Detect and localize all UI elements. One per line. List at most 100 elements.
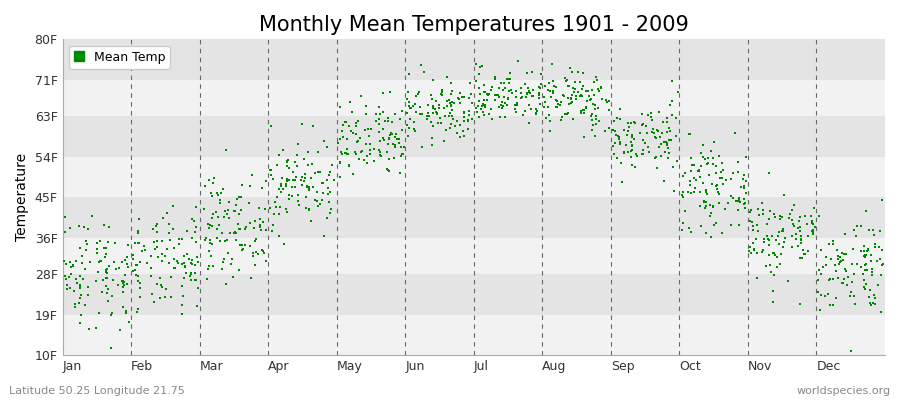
Point	[488, 96, 502, 103]
Point	[231, 226, 246, 232]
Point	[175, 236, 189, 242]
Point	[336, 150, 350, 157]
Point	[714, 169, 728, 176]
Point	[210, 226, 224, 233]
Point	[286, 169, 301, 176]
Point	[529, 108, 544, 114]
Point	[709, 183, 724, 189]
Point	[126, 252, 140, 258]
Point	[98, 250, 112, 257]
Point	[206, 263, 220, 269]
Point	[98, 254, 112, 260]
Point	[268, 199, 283, 205]
Point	[411, 91, 426, 98]
Point	[356, 148, 370, 154]
Point	[436, 105, 451, 112]
Point	[242, 200, 256, 206]
Point	[129, 272, 143, 278]
Point	[518, 80, 533, 87]
Point	[624, 120, 638, 126]
Point	[373, 152, 387, 158]
Point	[731, 169, 745, 176]
Point	[392, 136, 407, 142]
Point	[698, 156, 713, 162]
Point	[642, 148, 656, 155]
Point	[243, 243, 257, 250]
Point	[248, 218, 262, 224]
Point	[402, 70, 417, 77]
Point	[184, 277, 199, 283]
Point	[755, 249, 770, 256]
Point	[488, 74, 502, 80]
Point	[704, 234, 718, 240]
Point	[518, 94, 533, 100]
Point	[665, 112, 680, 118]
Point	[392, 170, 407, 176]
Point	[263, 205, 277, 212]
Point	[826, 238, 841, 244]
Point	[690, 168, 705, 174]
Point	[373, 138, 387, 144]
Point	[747, 246, 761, 252]
Point	[257, 250, 272, 256]
Point	[687, 189, 701, 195]
Point	[446, 113, 460, 119]
Point	[859, 280, 873, 287]
Point	[602, 124, 616, 131]
Point	[652, 144, 666, 150]
Point	[661, 145, 675, 151]
Point	[302, 184, 317, 191]
Point	[732, 195, 746, 201]
Point	[184, 260, 198, 266]
Point	[697, 199, 711, 205]
Point	[679, 208, 693, 214]
Point	[518, 107, 533, 114]
Point	[294, 121, 309, 127]
Point	[274, 182, 288, 189]
Point	[188, 229, 202, 235]
Point	[768, 252, 782, 259]
Point	[659, 139, 673, 146]
Point	[628, 150, 643, 157]
Point	[760, 232, 774, 239]
Point	[433, 120, 447, 126]
Point	[295, 182, 310, 188]
Point	[715, 160, 729, 166]
Point	[147, 239, 161, 246]
Point	[204, 253, 219, 259]
Point	[395, 108, 410, 114]
Point	[738, 200, 752, 206]
Point	[737, 183, 751, 189]
Point	[197, 206, 211, 212]
Point	[189, 239, 203, 246]
Point	[220, 207, 235, 213]
Point	[57, 258, 71, 264]
Point	[353, 134, 367, 141]
Point	[396, 151, 410, 158]
Point	[544, 94, 559, 100]
Point	[89, 324, 104, 331]
Point	[191, 258, 205, 265]
Point	[439, 98, 454, 104]
Point	[736, 185, 751, 191]
Point	[857, 276, 871, 283]
Point	[472, 85, 486, 91]
Point	[683, 182, 698, 188]
Point	[796, 246, 811, 253]
Point	[400, 122, 414, 128]
Point	[840, 282, 854, 288]
Point	[238, 226, 252, 232]
Point	[825, 302, 840, 308]
Point	[147, 226, 161, 232]
Point	[345, 108, 359, 115]
Point	[501, 88, 516, 94]
Point	[135, 248, 149, 254]
Point	[636, 137, 651, 144]
Point	[850, 261, 864, 268]
Point	[737, 196, 751, 202]
Point	[625, 143, 639, 149]
Point	[823, 302, 837, 308]
Point	[166, 256, 181, 262]
Point	[806, 231, 820, 238]
Point	[805, 218, 819, 224]
